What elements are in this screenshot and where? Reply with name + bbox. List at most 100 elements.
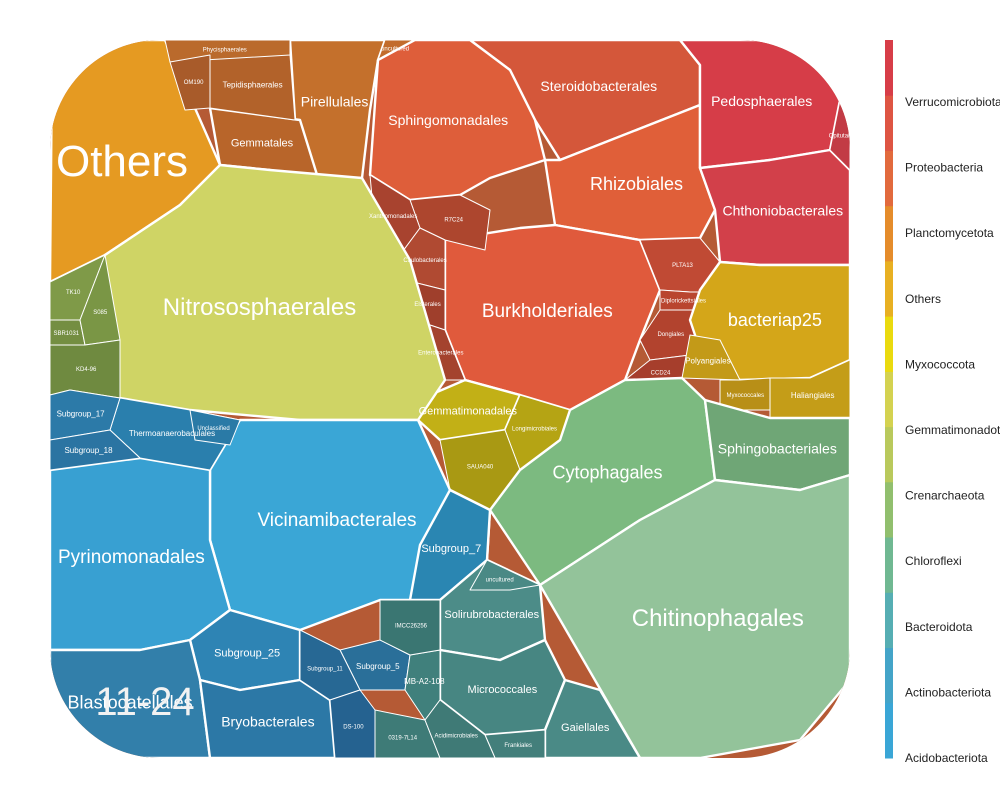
cell-subgroup-18-43: [50, 429, 141, 471]
legend-label-myxococcota: Myxococcota: [905, 357, 975, 371]
cell-label-0319-7l14-55: 0319-7L14: [388, 736, 417, 742]
cell-label-cytophagales-35: Cytophagales: [552, 463, 662, 483]
legend-label-others: Others: [905, 292, 941, 306]
cell-label-caulobacterales-17: Caulobacterales: [403, 258, 446, 264]
legend-label-chloroflexi: Chloroflexi: [905, 554, 962, 568]
cell-label-dongiales-13: Dongiales: [657, 332, 684, 338]
cell-polyangiales-24: [681, 334, 741, 381]
cell-uncultured-58: [469, 559, 541, 591]
cell-label-chthoniobacterales-21: Chthoniobacterales: [722, 203, 843, 219]
legend-strip-segment: [885, 647, 893, 704]
cell-label-uncultured-58: uncultured: [486, 577, 514, 583]
cell-subgroup-17-42: [50, 389, 121, 441]
legend-strip-segment: [885, 205, 893, 262]
cell-label-subgroup-11-49: Subgroup_11: [307, 667, 343, 673]
cell-haliangiales-26: [769, 359, 850, 419]
cell-label-thermoanaerobaculales-41: Thermoanaerobaculales: [129, 429, 215, 438]
cell-label-kd4-96-34: KD4-96: [76, 367, 97, 373]
cell-chitinophagales-37: [538, 473, 850, 758]
legend-strip-segment: [885, 371, 893, 428]
cell-label-saua040-29: SAUA040: [467, 464, 494, 470]
legend-label-bacteroidota: Bacteroidota: [905, 620, 973, 634]
cell-label-subgroup-25-45: Subgroup_25: [214, 647, 280, 659]
cell-label-mb-a2-108-53: MB-A2-108: [404, 677, 445, 686]
legend-strip-segment: [885, 316, 893, 372]
cell-label-steroidobacterales-7: Steroidobacterales: [540, 78, 657, 94]
cell-label-gemmatales-2: Gemmatales: [231, 138, 294, 150]
cell-label-sbr1031-32: SBR1031: [53, 331, 79, 337]
legend-strip-segment: [885, 260, 893, 317]
cell-label-polyangiales-24: Polyangiales: [685, 356, 730, 365]
cell-label-xanthomonadales-16: Xanthomonadales: [369, 214, 417, 220]
cell-label-burkholderiales-10: Burkholderiales: [482, 301, 613, 322]
cell-label-bryobacterales-47: Bryobacterales: [221, 714, 314, 730]
legend-strip-segment: [885, 592, 893, 648]
cell-label-solirubrobacterales-51: Solirubrobacterales: [444, 609, 539, 621]
cell-label-tepidisphaerales-3: Tepidisphaerales: [223, 81, 283, 90]
legend-strip-segment: [885, 537, 893, 593]
legend-label-actinobacteriota: Actinobacteriota: [905, 685, 991, 699]
cell-label-diplorickettsiales-12: Diplorickettsiales: [661, 298, 706, 304]
cell-label-phycisphaerales-4: Phycisphaerales: [203, 47, 247, 53]
cell-label-bacteriap25-23: bacteriap25: [728, 310, 822, 330]
cell-label-unclassified-44: Unclassified: [197, 426, 229, 432]
cell-label-others-0: Others: [56, 137, 188, 186]
cell-label-longimicrobiales-28: Longimicrobiales: [512, 427, 557, 433]
legend-strip-segment: [885, 40, 893, 96]
cell-label-subgroup-18-43: Subgroup_18: [64, 446, 113, 455]
cell-label-subgroup-17-42: Subgroup_17: [57, 410, 106, 419]
cell-label-chitinophagales-37: Chitinophagales: [632, 605, 804, 632]
cell-opitutales-22: [829, 99, 850, 171]
cell-label-pirellulales-1: Pirellulales: [301, 94, 369, 110]
cell-label-tk10-31: TK10: [66, 290, 81, 296]
cell-label-ds-100-50: DS-100: [343, 725, 364, 731]
cell-label-om190-5: OM190: [184, 80, 204, 86]
legend-strip-segment: [885, 150, 893, 207]
cell-phycisphaerales-4: [164, 40, 291, 63]
legend-color-strip: [885, 40, 893, 759]
cell-label-ccd24-14: CCD24: [651, 370, 671, 376]
cell-label-acidimicrobiales-57: Acidimicrobiales: [435, 733, 478, 739]
cell-0319-7l14-55: [374, 709, 441, 758]
legend-strip-segment: [885, 95, 893, 151]
legend-labels: Verrucomicrobiota Proteobacteria Planctomy…: [905, 95, 1000, 765]
legend-label-crenarchaeota: Crenarchaeota: [905, 489, 985, 503]
cell-label-plta13-11: PLTA13: [672, 263, 693, 269]
cell-label-opitutales-22: Opitutales: [829, 134, 856, 140]
legend-strip-segment: [885, 426, 893, 483]
legend-strip-segment: [885, 702, 893, 759]
cell-label-elsterales-18: Elsterales: [414, 302, 440, 308]
cell-label-sphingomonadales-8: Sphingomonadales: [388, 112, 508, 128]
cell-label-rhizobiales-9: Rhizobiales: [590, 174, 683, 194]
treemap-labels: Others Pirellulales Gemmatales Tepidisphaer…: [53, 47, 856, 749]
cell-label-nitrososphaerales-30: Nitrososphaerales: [163, 294, 356, 321]
cell-label-enterobacterales-19: Enterobacterales: [418, 350, 463, 356]
cell-label-subgroup-7-40: Subgroup_7: [421, 543, 481, 555]
legend-label-acidobacteriota: Acidobacteriota: [905, 751, 988, 765]
cell-acidimicrobiales-57: [424, 699, 496, 758]
sample-label: 11-24: [95, 680, 194, 724]
cell-label-haliangiales-26: Haliangiales: [791, 391, 835, 400]
cell-om190-5: [169, 54, 211, 111]
legend-label-proteobacteria: Proteobacteria: [905, 161, 983, 175]
legend-label-gemmatimonadota: Gemmatimonadota: [905, 423, 1000, 437]
treemap-cells: [50, 40, 850, 758]
cell-label-myxococcales-25: Myxococcales: [726, 393, 764, 399]
cell-label-frankiales-56: Frankiales: [504, 743, 532, 749]
cell-label-micrococcales-52: Micrococcales: [468, 684, 538, 696]
cell-label-pedosphaerales-20: Pedosphaerales: [711, 93, 812, 109]
legend-strip-segment: [885, 481, 893, 538]
legend-label-verrucomicrobiota: Verrucomicrobiota: [905, 95, 1000, 109]
cell-label-gaiellales-54: Gaiellales: [561, 722, 610, 734]
cell-label-r7c24-15: R7C24: [444, 218, 463, 224]
cell-label-blastocatellales-46: Blastocatellales: [68, 692, 193, 712]
cell-label-subgroup-5-48: Subgroup_5: [356, 662, 400, 671]
cell-chthoniobacterales-21: [698, 148, 850, 267]
cell-label-gemmatimonadales-27: Gemmatimonadales: [419, 405, 518, 417]
cell-label-vicinamibacterales-38: Vicinamibacterales: [257, 510, 416, 531]
cell-label-s085-33: S085: [93, 310, 108, 316]
cell-label-pyrinomonadales-39: Pyrinomonadales: [58, 547, 205, 568]
cell-unclassified-44: [189, 409, 241, 446]
cell-label-sphingobacteriales-36: Sphingobacteriales: [718, 441, 837, 457]
